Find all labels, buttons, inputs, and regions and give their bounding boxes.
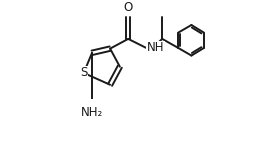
- Text: NH: NH: [147, 41, 164, 54]
- Text: S: S: [80, 66, 87, 79]
- Text: NH₂: NH₂: [81, 106, 103, 119]
- Text: O: O: [123, 1, 133, 14]
